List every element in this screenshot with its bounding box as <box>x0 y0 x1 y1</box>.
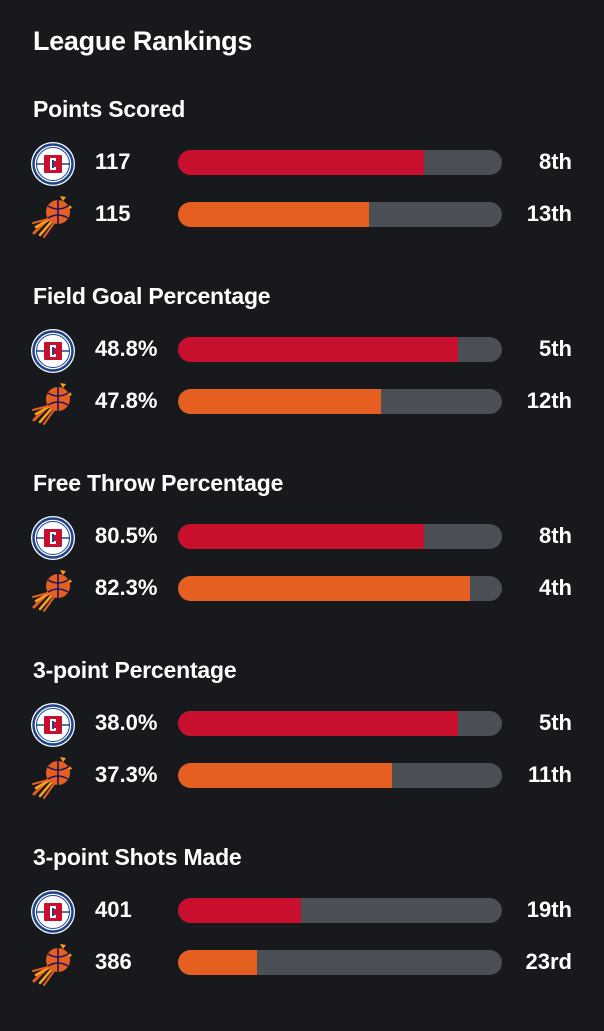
stat-section-3pt-percentage: 3-point Percentage 38.0% 5th 37.3% 11th <box>0 657 604 844</box>
clippers-logo-icon <box>30 889 76 935</box>
league-rank: 5th <box>539 336 572 361</box>
rank-bar <box>178 150 502 175</box>
rank-bar <box>178 898 502 923</box>
rank-bar-fill <box>178 202 370 227</box>
section-title: 3-point Percentage <box>33 657 237 683</box>
clippers-logo-icon <box>30 702 76 748</box>
rank-bar-fill <box>178 150 425 175</box>
team-stat-row: 386 23rd <box>0 941 604 986</box>
team-stat-row: 115 13th <box>0 193 604 238</box>
stat-section-3pt-shots-made: 3-point Shots Made 401 19th 386 23rd <box>0 844 604 1031</box>
suns-logo-icon <box>30 754 76 800</box>
clippers-logo-icon <box>30 141 76 187</box>
league-rank: 8th <box>539 523 572 548</box>
rank-bar <box>178 202 502 227</box>
league-rank: 4th <box>539 575 572 600</box>
rank-bar <box>178 337 502 362</box>
rank-bar-fill <box>178 389 381 414</box>
rank-bar <box>178 389 502 414</box>
team-stat-row: 82.3% 4th <box>0 567 604 612</box>
league-rank: 8th <box>539 149 572 174</box>
team-stat-row: 401 19th <box>0 889 604 934</box>
league-rank: 13th <box>526 201 572 226</box>
team-stat-row: 38.0% 5th <box>0 702 604 747</box>
rank-bar-fill <box>178 763 392 788</box>
rank-bar <box>178 576 502 601</box>
team-stat-row: 47.8% 12th <box>0 380 604 425</box>
team-stat-row: 80.5% 8th <box>0 515 604 560</box>
section-title: 3-point Shots Made <box>33 844 242 870</box>
stat-section-points-scored: Points Scored 117 8th 115 13th <box>0 96 604 283</box>
rank-bar-fill <box>178 950 258 975</box>
suns-logo-icon <box>30 941 76 987</box>
league-rank: 12th <box>526 388 572 413</box>
suns-logo-icon <box>30 193 76 239</box>
stat-section-field-goal-percentage: Field Goal Percentage 48.8% 5th 47.8% 12… <box>0 283 604 470</box>
stat-value: 386 <box>95 949 132 974</box>
clippers-logo-icon <box>30 328 76 374</box>
league-rank: 23rd <box>525 949 572 974</box>
team-stat-row: 48.8% 5th <box>0 328 604 373</box>
section-title: Free Throw Percentage <box>33 470 284 496</box>
stat-value: 38.0% <box>95 710 158 735</box>
rank-bar-fill <box>178 576 470 601</box>
section-title: Field Goal Percentage <box>33 283 271 309</box>
league-rank: 19th <box>526 897 572 922</box>
rank-bar-fill <box>178 524 425 549</box>
team-stat-row: 37.3% 11th <box>0 754 604 799</box>
stat-value: 82.3% <box>95 575 158 600</box>
rank-bar <box>178 763 502 788</box>
rank-bar-fill <box>178 337 459 362</box>
stat-value: 115 <box>95 201 131 226</box>
stat-value: 48.8% <box>95 336 158 361</box>
stat-value: 80.5% <box>95 523 158 548</box>
stat-value: 401 <box>95 897 132 922</box>
rank-bar <box>178 950 502 975</box>
rank-bar-fill <box>178 711 459 736</box>
stat-section-free-throw-percentage: Free Throw Percentage 80.5% 8th 82.3% 4t… <box>0 470 604 657</box>
rank-bar-fill <box>178 898 302 923</box>
page-title: League Rankings <box>33 26 253 56</box>
rank-bar <box>178 524 502 549</box>
clippers-logo-icon <box>30 515 76 561</box>
league-rank: 5th <box>539 710 572 735</box>
stat-value: 117 <box>95 149 131 174</box>
rank-bar <box>178 711 502 736</box>
stat-value: 47.8% <box>95 388 158 413</box>
suns-logo-icon <box>30 380 76 426</box>
league-rank: 11th <box>527 762 572 787</box>
stat-value: 37.3% <box>95 762 158 787</box>
team-stat-row: 117 8th <box>0 141 604 186</box>
section-title: Points Scored <box>33 96 186 122</box>
suns-logo-icon <box>30 567 76 613</box>
